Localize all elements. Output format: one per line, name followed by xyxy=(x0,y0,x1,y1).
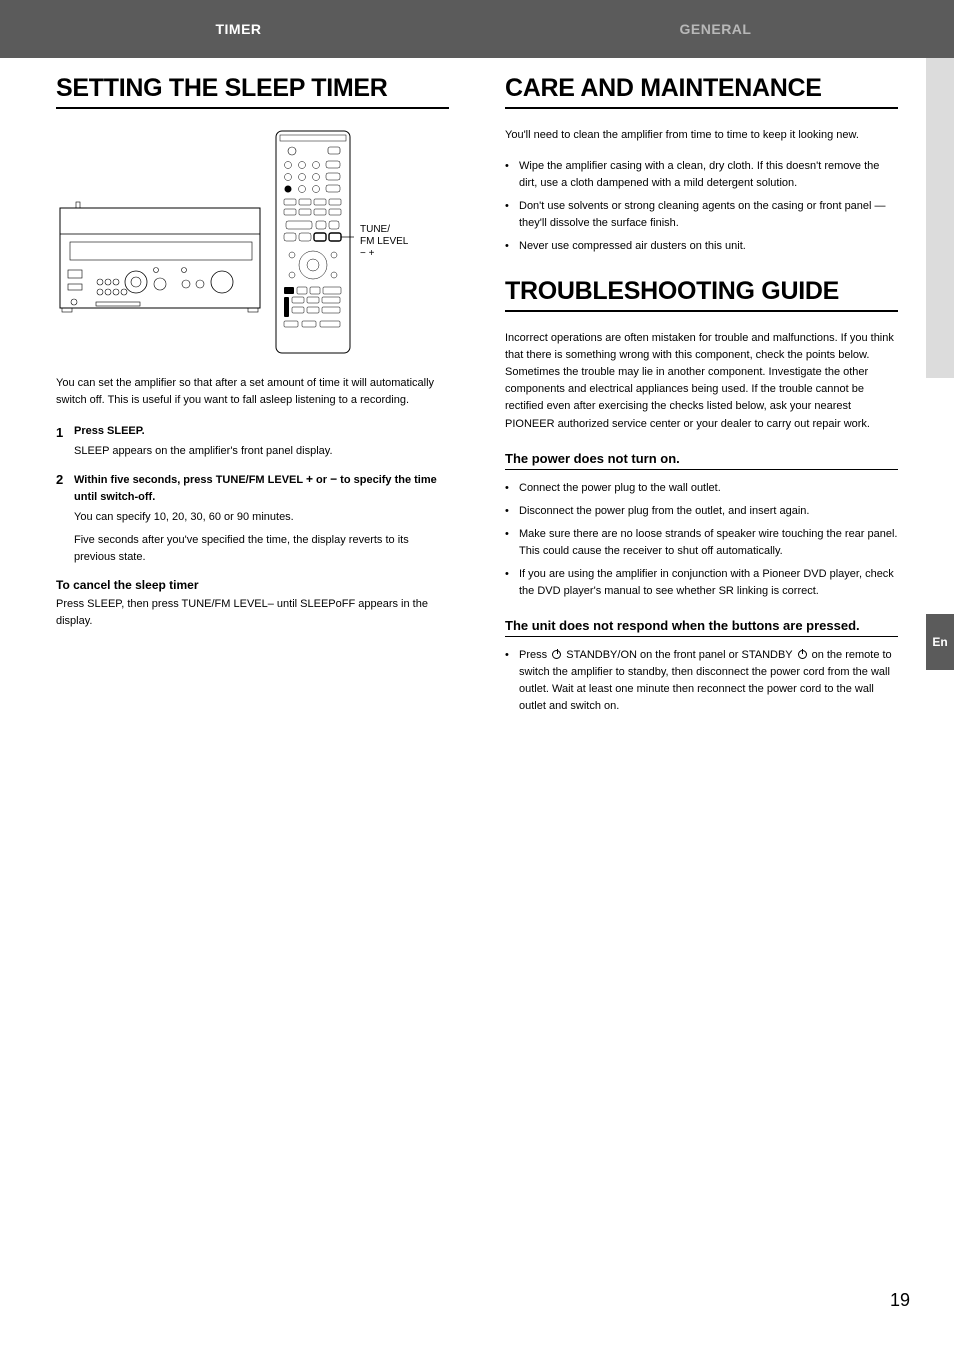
tune-fm-level-label: TUNE/ FM LEVEL − + xyxy=(360,224,408,260)
section-title-sleep: SETTING THE SLEEP TIMER xyxy=(56,74,449,109)
t1-b3: •Make sure there are no loose strands of… xyxy=(505,526,898,560)
power-icon xyxy=(552,650,561,659)
care-bullet-1: •Wipe the amplifier casing with a clean,… xyxy=(505,158,898,192)
remote-icon xyxy=(272,127,354,357)
side-tab-language: En xyxy=(926,614,954,670)
t2-b1: • Press STANDBY/ON on the front panel or… xyxy=(505,647,898,715)
t1-b1: •Connect the power plug to the wall outl… xyxy=(505,480,898,497)
top-bar-right-label: GENERAL xyxy=(477,0,954,58)
trouble-sub-2: The unit does not respond when the butto… xyxy=(505,618,898,637)
equipment-diagram: TUNE/ FM LEVEL − + xyxy=(56,127,449,357)
care-bullet-2: •Don't use solvents or strong cleaning a… xyxy=(505,198,898,232)
side-tab-gray xyxy=(926,58,954,378)
t1-b2: •Disconnect the power plug from the outl… xyxy=(505,503,898,520)
power-icon xyxy=(798,650,807,659)
t1-b4: •If you are using the amplifier in conju… xyxy=(505,566,898,600)
section-title-trouble: TROUBLESHOOTING GUIDE xyxy=(505,277,898,312)
care-bullet-3: •Never use compressed air dusters on thi… xyxy=(505,238,898,255)
step-2-main: Within five seconds, press TUNE/FM LEVEL… xyxy=(74,470,449,506)
trouble-intro: Incorrect operations are often mistaken … xyxy=(505,330,898,432)
receiver-icon xyxy=(56,162,266,322)
step-2: 2 Within five seconds, press TUNE/FM LEV… xyxy=(56,470,449,526)
step-1-number: 1 xyxy=(56,423,74,460)
cancel-sleep-body: Press SLEEP, then press TUNE/FM LEVEL– u… xyxy=(56,596,449,630)
left-column: SETTING THE SLEEP TIMER xyxy=(44,68,477,721)
top-bar-left-label: TIMER xyxy=(0,0,477,58)
step-2-sub: You can specify 10, 20, 30, 60 or 90 min… xyxy=(74,509,449,526)
right-column: CARE AND MAINTENANCE You'll need to clea… xyxy=(477,68,910,721)
step-1-sub: SLEEP appears on the amplifier's front p… xyxy=(74,443,449,460)
step-1: 1 Press SLEEP. SLEEP appears on the ampl… xyxy=(56,423,449,460)
page-body: SETTING THE SLEEP TIMER xyxy=(0,58,954,721)
step-1-main: Press SLEEP. xyxy=(74,423,449,440)
sleep-intro: You can set the amplifier so that after … xyxy=(56,375,449,409)
step-2-number: 2 xyxy=(56,470,74,526)
section-title-care: CARE AND MAINTENANCE xyxy=(505,74,898,109)
trouble-sub-1: The power does not turn on. xyxy=(505,451,898,470)
page-number: 19 xyxy=(890,1290,910,1311)
cancel-sleep-head: To cancel the sleep timer xyxy=(56,578,449,592)
care-intro: You'll need to clean the amplifier from … xyxy=(505,127,898,144)
top-bar: TIMER GENERAL xyxy=(0,0,954,58)
step-2-followup: Five seconds after you've specified the … xyxy=(74,532,449,566)
